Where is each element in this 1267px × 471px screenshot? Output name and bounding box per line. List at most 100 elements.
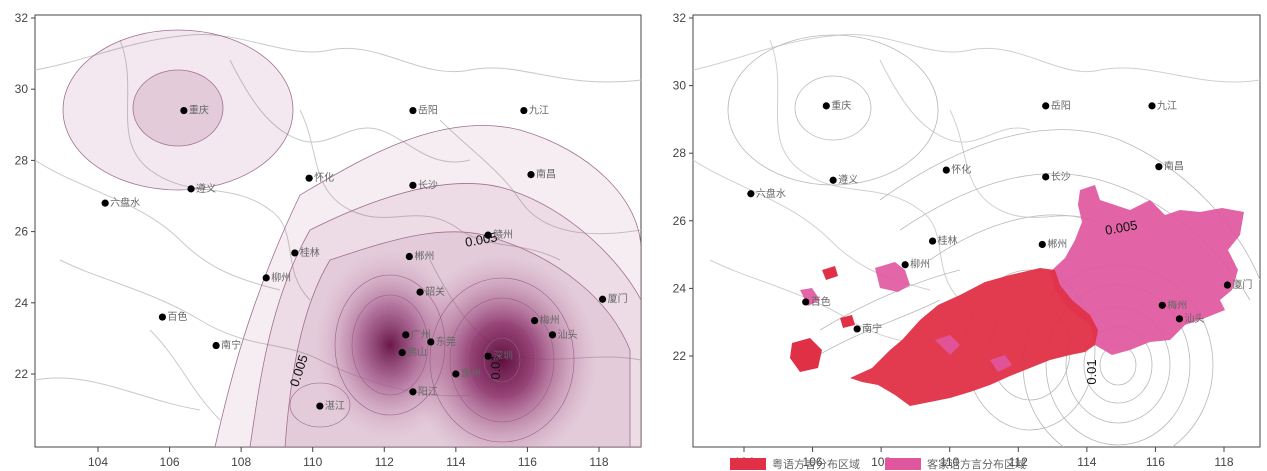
x-tick-label: 110 <box>303 455 322 469</box>
city-marker <box>802 298 809 305</box>
city-marker <box>1042 102 1049 109</box>
city-label: 南昌 <box>1164 160 1184 173</box>
city-marker <box>1039 241 1046 248</box>
x-tick-label: 116 <box>518 455 537 469</box>
city-label: 桂林 <box>300 246 320 259</box>
city-label: 东莞 <box>436 335 456 348</box>
city-marker <box>306 175 313 182</box>
city-marker <box>402 331 409 338</box>
city-marker <box>943 167 950 174</box>
city-marker <box>427 338 434 345</box>
x-tick-label: 116 <box>1146 455 1165 469</box>
city-label: 南宁 <box>221 339 241 352</box>
city-label: 桂林 <box>938 234 958 247</box>
legend-label: 客家话方言分布区域 <box>927 457 1026 471</box>
city-label: 佛山 <box>407 346 427 359</box>
x-tick-label: 106 <box>160 455 180 469</box>
legend-swatch <box>730 458 766 470</box>
y-tick-label: 24 <box>673 281 687 295</box>
city-marker <box>409 107 416 114</box>
city-label: 遵义 <box>838 173 858 186</box>
x-tick-label: 112 <box>375 455 394 469</box>
city-marker <box>1042 173 1049 180</box>
legend-swatch <box>885 458 921 470</box>
city-marker <box>484 353 491 360</box>
city-marker <box>830 177 837 184</box>
city-label: 南昌 <box>536 168 556 181</box>
city-label: 怀化 <box>951 163 971 176</box>
y-tick-label: 32 <box>15 11 29 25</box>
city-label: 广州 <box>411 329 431 341</box>
city-marker <box>1224 281 1231 288</box>
city-label: 惠州 <box>461 367 481 380</box>
city-label: 赣州 <box>493 228 513 241</box>
city-label: 六盘水 <box>756 187 786 200</box>
city-label: 南宁 <box>862 322 882 335</box>
x-tick-label: 114 <box>1077 455 1096 469</box>
city-label: 梅州 <box>1167 298 1187 311</box>
y-tick-label: 28 <box>673 146 687 160</box>
city-marker <box>452 370 459 377</box>
city-label: 遵义 <box>196 182 216 195</box>
x-tick-label: 104 <box>88 455 108 469</box>
city-marker <box>1148 102 1155 109</box>
city-label: 怀化 <box>314 171 334 184</box>
city-marker <box>520 107 527 114</box>
city-label: 韶关 <box>425 285 445 298</box>
x-tick-label: 108 <box>231 455 251 469</box>
city-marker <box>854 325 861 332</box>
city-marker <box>416 289 423 296</box>
y-tick-label: 28 <box>15 153 29 167</box>
x-tick-label: 114 <box>446 455 465 469</box>
city-label: 百色 <box>811 295 831 308</box>
city-label: 柳州 <box>910 258 930 271</box>
city-marker <box>599 296 606 303</box>
city-label: 郴州 <box>414 250 434 263</box>
y-tick-label: 30 <box>15 82 29 96</box>
city-label: 岳阳 <box>418 105 438 117</box>
city-marker <box>102 200 109 207</box>
city-marker <box>484 232 491 239</box>
legend-label: 粤语方言分布区域 <box>772 457 860 471</box>
city-marker <box>291 249 298 256</box>
city-marker <box>929 237 936 244</box>
city-label: 岳阳 <box>1051 100 1071 112</box>
city-label: 重庆 <box>189 104 209 117</box>
city-marker <box>409 388 416 395</box>
city-marker <box>409 182 416 189</box>
city-marker <box>212 342 219 349</box>
city-marker <box>1159 302 1166 309</box>
y-tick-label: 26 <box>15 225 29 239</box>
left-x-ticks: 104 106 108 110 112 114 116 118 <box>88 447 609 469</box>
city-marker <box>1176 315 1183 322</box>
city-marker <box>180 107 187 114</box>
y-tick-label: 26 <box>673 214 687 228</box>
city-label: 郴州 <box>1047 237 1067 250</box>
city-label: 厦门 <box>608 292 628 305</box>
city-label: 深圳 <box>493 350 513 362</box>
y-tick-label: 24 <box>15 296 29 310</box>
city-marker <box>823 102 830 109</box>
city-label: 柳州 <box>271 271 291 284</box>
city-label: 九江 <box>1157 100 1177 112</box>
city-marker <box>316 402 323 409</box>
city-marker <box>902 261 909 268</box>
city-label: 九江 <box>529 105 549 117</box>
city-label: 汕头 <box>557 329 577 341</box>
x-tick-label: 118 <box>589 455 608 469</box>
city-label: 百色 <box>167 310 187 323</box>
city-marker <box>263 274 270 281</box>
city-label: 阳江 <box>418 386 438 398</box>
city-marker <box>747 190 754 197</box>
city-marker <box>549 331 556 338</box>
city-marker <box>187 185 194 192</box>
x-tick-label: 118 <box>1214 455 1233 469</box>
city-marker <box>531 317 538 324</box>
city-marker <box>527 171 534 178</box>
city-label: 湛江 <box>325 400 345 412</box>
y-tick-label: 22 <box>673 349 687 363</box>
city-marker <box>399 349 406 356</box>
